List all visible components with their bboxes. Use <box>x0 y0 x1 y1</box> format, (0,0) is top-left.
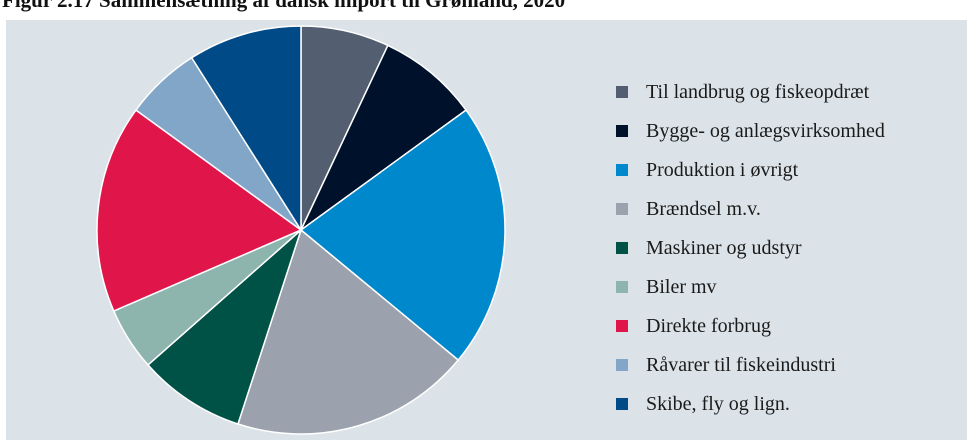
pie-slices <box>96 25 506 435</box>
pie-slice-8 <box>190 25 302 233</box>
legend-swatch <box>616 164 628 176</box>
chart-panel: Til landbrug og fiskeopdræt Bygge- og anl… <box>6 20 967 440</box>
legend-swatch <box>616 86 628 98</box>
legend-swatch <box>616 359 628 371</box>
pie-chart <box>96 25 506 435</box>
legend-label: Direkte forbrug <box>646 314 771 337</box>
legend-label: Maskiner og udstyr <box>646 236 802 259</box>
legend-swatch <box>616 125 628 137</box>
pie-slice-3 <box>237 228 460 435</box>
pie-slice-6 <box>96 109 303 313</box>
legend-label: Produktion i øvrigt <box>646 158 799 181</box>
legend-swatch <box>616 203 628 215</box>
pie-slice-1 <box>300 44 468 231</box>
legend-item: Råvarer til fiskeindustri <box>616 353 836 377</box>
legend-label: Skibe, fly og lign. <box>646 392 790 415</box>
legend-item: Produktion i øvrigt <box>616 158 798 182</box>
legend-swatch <box>616 281 628 293</box>
chart-title: Figur 2.17 Sammensætning af dansk import… <box>2 0 566 12</box>
legend-label: Biler mv <box>646 275 717 298</box>
title-strip: Figur 2.17 Sammensætning af dansk import… <box>0 0 967 14</box>
legend-item: Direkte forbrug <box>616 314 771 338</box>
legend-label: Råvarer til fiskeindustri <box>646 353 836 376</box>
legend-label: Bygge- og anlægsvirksomhed <box>646 119 885 142</box>
legend-swatch <box>616 242 628 254</box>
legend-swatch <box>616 320 628 332</box>
legend-item: Brændsel m.v. <box>616 197 761 221</box>
legend-item: Maskiner og udstyr <box>616 236 802 260</box>
legend-swatch <box>616 398 628 410</box>
legend-label: Til landbrug og fiskeopdræt <box>646 80 870 103</box>
pie-slice-4 <box>146 227 303 425</box>
legend-item: Skibe, fly og lign. <box>616 392 790 416</box>
legend-label: Brændsel m.v. <box>646 197 761 220</box>
legend-item: Bygge- og anlægsvirksomhed <box>616 119 885 143</box>
legend-item: Biler mv <box>616 275 717 299</box>
legend-item: Til landbrug og fiskeopdræt <box>616 80 869 104</box>
pie-slice-2 <box>299 109 506 362</box>
